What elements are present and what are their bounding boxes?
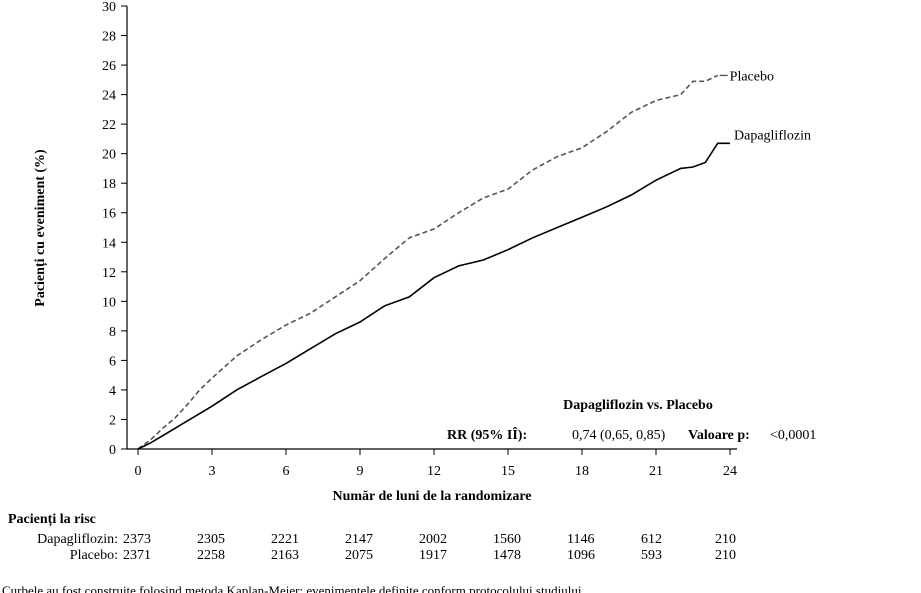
series-line-dapagliflozin xyxy=(137,142,730,450)
series-line-placebo xyxy=(137,74,719,450)
risk-cell: 2147 xyxy=(345,532,373,547)
y-tick-label: 14 xyxy=(102,236,116,251)
x-tick-label: 24 xyxy=(723,464,737,479)
x-tick-label: 15 xyxy=(501,464,515,479)
risk-row-label: Placebo: xyxy=(69,548,118,563)
x-tick-label: 21 xyxy=(649,464,663,479)
footer-text: Curbele au fost construite folosind meto… xyxy=(2,583,585,593)
y-tick-label: 4 xyxy=(109,384,116,399)
series-label: Placebo xyxy=(730,69,774,84)
comparison-label: Dapagliflozin vs. Placebo xyxy=(563,398,713,413)
risk-cell: 2258 xyxy=(197,548,225,563)
risk-cell: 593 xyxy=(641,548,662,563)
risk-cell: 2305 xyxy=(197,532,225,547)
p-label: Valoare p: xyxy=(688,428,750,443)
series-label: Dapagliflozin xyxy=(734,128,811,143)
y-tick-label: 20 xyxy=(102,148,116,163)
risk-cell: 210 xyxy=(715,548,736,563)
y-tick-label: 26 xyxy=(102,59,116,74)
y-tick-label: 18 xyxy=(102,177,116,192)
risk-row-label: Dapagliflozin: xyxy=(37,532,118,547)
y-tick-label: 24 xyxy=(102,89,116,104)
rr-label: RR (95% IÎ): xyxy=(447,426,527,443)
x-axis-label: Număr de luni de la randomizare xyxy=(333,489,532,504)
risk-cell: 2163 xyxy=(271,548,299,563)
risk-cell: 2371 xyxy=(123,548,151,563)
risk-cell: 1917 xyxy=(419,548,447,563)
risk-cell: 2002 xyxy=(419,532,447,547)
x-tick-label: 18 xyxy=(575,464,589,479)
y-tick-label: 2 xyxy=(109,413,116,428)
risk-cell: 2373 xyxy=(123,532,151,547)
x-ticks: 0 3 6 9 12 15 18 21 24 xyxy=(135,449,737,479)
y-tick-label: 6 xyxy=(109,354,116,369)
risk-cell: 1146 xyxy=(567,532,595,547)
y-tick-label: 22 xyxy=(102,118,116,133)
y-tick-label: 8 xyxy=(109,325,116,340)
y-axis-label: Pacienți cu eveniment (%) xyxy=(33,149,48,307)
chart-series: Placebo Dapagliflozin xyxy=(137,69,811,450)
p-value: <0,0001 xyxy=(770,428,816,443)
risk-cell: 2221 xyxy=(271,532,299,547)
risk-cell: 1560 xyxy=(493,532,521,547)
y-tick-label: 12 xyxy=(102,266,116,281)
risk-table-title: Pacienți la risc xyxy=(8,512,96,527)
risk-cell: 2075 xyxy=(345,548,373,563)
risk-cell: 1096 xyxy=(567,548,595,563)
risk-cell: 612 xyxy=(641,532,662,547)
chart-axes xyxy=(126,6,737,450)
x-tick-label: 0 xyxy=(135,464,142,479)
x-tick-label: 9 xyxy=(357,464,364,479)
y-tick-label: 0 xyxy=(109,443,116,458)
x-tick-label: 6 xyxy=(283,464,290,479)
risk-cell: 210 xyxy=(715,532,736,547)
x-tick-label: 3 xyxy=(209,464,216,479)
x-tick-label: 12 xyxy=(427,464,441,479)
y-tick-label: 16 xyxy=(102,207,116,222)
rr-value: 0,74 (0,65, 0,85) xyxy=(572,428,666,443)
y-tick-label: 28 xyxy=(102,30,116,45)
y-tick-label: 30 xyxy=(102,0,116,15)
risk-table: Pacienți la risc Dapagliflozin: 2373 2305 2… xyxy=(0,510,921,570)
y-tick-label: 10 xyxy=(102,295,116,310)
risk-cell: 1478 xyxy=(493,548,521,563)
